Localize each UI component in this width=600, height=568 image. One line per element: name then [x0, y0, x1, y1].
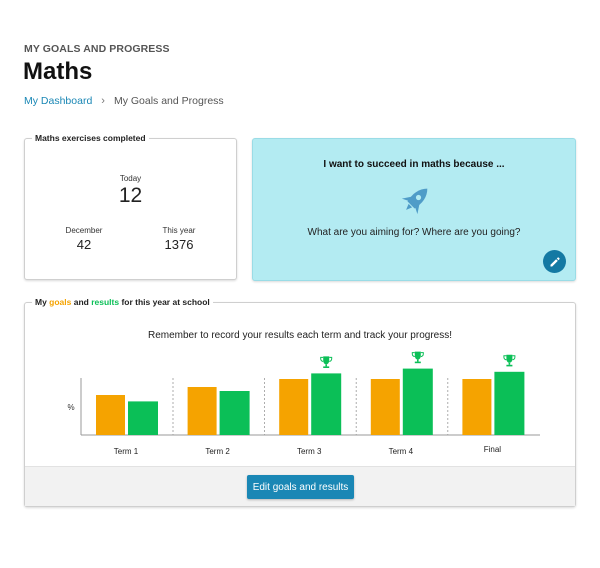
today-value: 12: [118, 184, 143, 207]
term-label: Final: [484, 445, 502, 454]
goals-results-chart: % Term 1 Term 2 Term 3 Term 4 Final: [67, 351, 540, 456]
goals-card-title: My goals and results for this year at sc…: [32, 297, 213, 307]
goals-title-prefix: My: [35, 297, 50, 307]
breadcrumb-dashboard-link[interactable]: My Dashboard: [24, 95, 93, 107]
aim-question: What are you aiming for? Where are you g…: [307, 227, 521, 238]
trophy-icon: [411, 351, 424, 364]
term-label: Term 4: [389, 447, 414, 456]
goal-bar: [187, 387, 217, 435]
y-axis-label: %: [67, 403, 74, 412]
trophy-icon: [503, 354, 516, 367]
page-title: Maths: [23, 58, 93, 85]
goal-bar: [462, 379, 492, 435]
exercises-card: Maths exercises completed Today 12 Decem…: [24, 133, 237, 280]
goal-bar: [370, 379, 400, 435]
month-stat: December 42: [44, 226, 124, 252]
edit-goals-button[interactable]: Edit goals and results: [247, 475, 354, 499]
term-label: Term 3: [297, 447, 322, 456]
goals-title-results-word: results: [91, 297, 120, 307]
result-bar: [311, 373, 342, 435]
result-bar: [219, 391, 250, 435]
pencil-icon: [550, 256, 560, 266]
month-value: 42: [76, 237, 92, 252]
exercises-card-title: Maths exercises completed: [32, 133, 149, 143]
breadcrumb-current: My Goals and Progress: [113, 95, 224, 107]
goals-card-footer: Edit goals and results: [25, 466, 575, 506]
goals-title-suffix: for this year at school: [119, 297, 210, 307]
result-bar: [402, 368, 433, 435]
goals-title-and: and: [71, 297, 92, 307]
today-label: Today: [119, 174, 142, 183]
goals-card: My goals and results for this year at sc…: [24, 297, 576, 507]
page-eyebrow: MY GOALS AND PROGRESS: [24, 43, 170, 55]
goal-bar: [96, 395, 125, 435]
aim-title: I want to succeed in maths because ...: [323, 159, 505, 170]
result-bar: [494, 371, 525, 435]
result-bar: [128, 401, 158, 435]
term-label: Term 1: [114, 447, 139, 456]
rocket-icon: [401, 188, 428, 215]
month-label: December: [65, 226, 103, 235]
goal-bar: [279, 379, 309, 435]
goals-instruction: Remember to record your results each ter…: [147, 330, 452, 341]
year-label: This year: [162, 226, 196, 235]
goals-title-goals-word: goals: [49, 297, 72, 307]
chevron-right-icon: ›: [101, 95, 105, 107]
term-label: Term 2: [205, 447, 230, 456]
trophy-icon: [320, 356, 333, 368]
year-stat: This year 1376: [139, 226, 219, 252]
year-value: 1376: [164, 237, 194, 252]
breadcrumb: My Dashboard › My Goals and Progress: [24, 95, 224, 107]
edit-aim-button[interactable]: [543, 250, 566, 273]
aim-card: I want to succeed in maths because ... W…: [252, 138, 576, 281]
